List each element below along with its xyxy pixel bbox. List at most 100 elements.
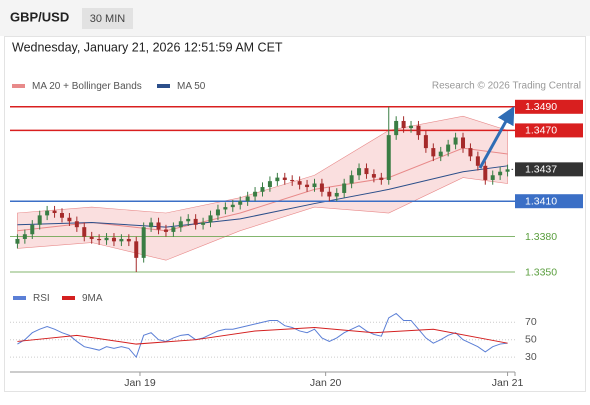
candle-body [423, 135, 428, 149]
candle-body [141, 227, 146, 258]
candle-body [401, 120, 406, 129]
level-box [515, 194, 583, 209]
symbol: GBP/USD [10, 9, 69, 24]
level-box [515, 99, 583, 114]
candle-body [126, 238, 131, 242]
candle-body [505, 169, 510, 172]
candle-body [193, 218, 198, 225]
forecast-arrow [478, 106, 515, 169]
candle-body [245, 196, 250, 202]
indicator-line [17, 312, 508, 359]
candle-body [171, 227, 176, 232]
level-label: 1.3380 [525, 231, 557, 243]
candle-body [327, 191, 332, 197]
candle-body [409, 125, 414, 129]
candle-body [461, 137, 466, 149]
candle-body [446, 144, 451, 152]
level-label: 1.3437 [525, 164, 557, 176]
candle-body [453, 137, 458, 145]
candle-body [104, 237, 109, 241]
candle-body [312, 183, 317, 188]
candle-body [67, 217, 72, 222]
candle-body [45, 210, 50, 216]
candle-body [305, 184, 310, 188]
candle-body [334, 192, 339, 197]
interval: 30 MIN [90, 13, 126, 25]
candle-body [475, 156, 480, 166]
candle-body [156, 222, 161, 230]
candle-body [438, 151, 443, 157]
candle-body [490, 175, 495, 180]
legend-label: 9MA [82, 293, 103, 304]
level-label: 1.3410 [525, 195, 557, 207]
x-tick-label: Jan 19 [124, 377, 156, 389]
y-tick-label: 30 [525, 351, 537, 363]
candle-body [201, 222, 206, 225]
candle-body [215, 209, 220, 216]
x-tick-label: Jan 21 [492, 377, 524, 389]
candle-body [357, 168, 362, 176]
candle-body [223, 207, 228, 210]
candle-body [238, 201, 243, 205]
candle-body [163, 229, 168, 232]
candle-body [342, 183, 347, 193]
legend-swatch [12, 84, 25, 88]
candle-body [15, 238, 20, 244]
candle-body [297, 181, 302, 185]
candle-body [253, 191, 258, 197]
candle-body [483, 165, 488, 180]
candle-body [89, 236, 94, 239]
bollinger-band [17, 115, 508, 261]
candle-body [178, 221, 183, 228]
candle-body [119, 238, 124, 242]
candle-body [379, 177, 384, 180]
legend-swatch [62, 296, 75, 300]
candle-body [498, 171, 503, 176]
candle-body [59, 213, 64, 218]
candle-body [364, 168, 369, 175]
candle-body [282, 177, 287, 180]
candle-body [134, 241, 139, 258]
legend-label: RSI [33, 293, 50, 304]
candle-body [208, 215, 213, 223]
level-label: 1.3350 [525, 266, 557, 278]
y-tick-label: 70 [525, 316, 537, 328]
y-tick-label: 50 [525, 333, 537, 345]
candle-body [431, 148, 436, 157]
candle-body [37, 215, 42, 225]
level-label: 1.3490 [525, 101, 557, 113]
candle-body [111, 237, 116, 242]
level-label: 1.3470 [525, 125, 557, 137]
candle-body [416, 125, 421, 136]
interval-badge [82, 8, 133, 29]
candle-body [97, 238, 102, 241]
candle-body [371, 174, 376, 178]
timestamp: Wednesday, January 21, 2026 12:51:59 AM … [12, 40, 283, 54]
candle-body [290, 179, 295, 182]
candle-body [394, 120, 399, 136]
panel-frame [4, 36, 586, 392]
candle-body [82, 227, 87, 237]
level-box [515, 123, 583, 138]
indicator-line [17, 326, 508, 345]
x-tick-label: Jan 20 [310, 377, 342, 389]
candle-body [386, 135, 391, 180]
candle-body [468, 148, 473, 157]
legend-label: MA 20 + Bollinger Bands [32, 81, 142, 92]
candle-body [267, 181, 272, 188]
legend-swatch [157, 84, 170, 88]
candle-body [260, 187, 265, 192]
candle-body [230, 204, 235, 208]
candle-body [149, 222, 154, 228]
legend-label: MA 50 [177, 81, 206, 92]
candle-body [349, 175, 354, 184]
indicator-line [17, 165, 508, 228]
candle-body [22, 234, 27, 239]
source: Research © 2026 Trading Central [432, 81, 581, 92]
candle-body [319, 183, 324, 192]
candle-body [186, 218, 191, 222]
candle-body [52, 210, 57, 214]
candle-body [275, 177, 280, 182]
